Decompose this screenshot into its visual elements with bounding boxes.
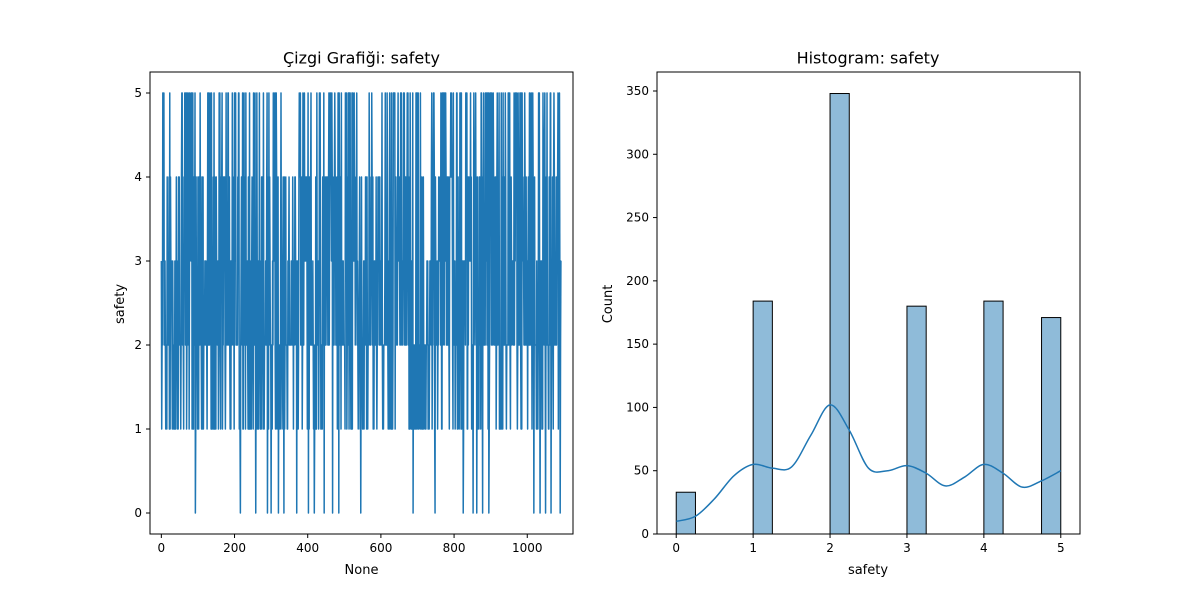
histogram-ytick-label-5: 250	[626, 211, 649, 225]
histogram-ytick-label-2: 100	[626, 400, 649, 414]
histogram-xtick-label-4: 4	[980, 541, 988, 555]
histogram-ytick-label-1: 50	[634, 464, 649, 478]
line-chart-ytick-label-0: 0	[134, 506, 142, 520]
histogram-xtick-label-0: 0	[672, 541, 680, 555]
histogram-xtick-label-1: 1	[749, 541, 757, 555]
histogram-bar-2	[829, 93, 850, 535]
histogram-bar-1	[752, 300, 773, 535]
histogram-kde-curve	[676, 404, 1062, 523]
histogram-ytick-label-4: 200	[626, 274, 649, 288]
histogram-xlabel: safety	[848, 563, 888, 578]
line-chart-xtick-label-2: 400	[296, 541, 319, 555]
histogram-frame	[656, 71, 1081, 535]
line-chart-ylabel: safety	[113, 284, 128, 324]
histogram-title: Histogram: safety	[797, 49, 940, 68]
histogram-bar-4	[983, 300, 1004, 535]
histogram-bar-3	[906, 305, 927, 535]
line-chart-xtick-label-4: 800	[443, 541, 466, 555]
histogram-ytick-label-7: 350	[626, 84, 649, 98]
line-chart-frame	[149, 71, 574, 535]
line-chart-ytick-label-4: 4	[134, 170, 142, 184]
line-series-safety	[160, 92, 562, 514]
histogram-chart: Histogram: safety 0 1 2 3 4 50501001502002503…	[601, 49, 1081, 578]
line-chart-title: Çizgi Grafiği: safety	[283, 49, 440, 68]
line-chart-xtick-label-0: 0	[158, 541, 166, 555]
line-chart-xtick-label-3: 600	[369, 541, 392, 555]
line-chart-ytick-label-3: 3	[134, 254, 142, 268]
line-chart-xtick-label-1: 200	[223, 541, 246, 555]
histogram-xtick-label-3: 3	[903, 541, 911, 555]
histogram-ytick-label-6: 300	[626, 147, 649, 161]
line-chart-ytick-label-5: 5	[134, 86, 142, 100]
line-chart-ytick-label-2: 2	[134, 338, 142, 352]
line-plot-area: 0 200 400 600 800 1000 0 1 2 3 4 5	[134, 71, 574, 555]
histogram-ylabel: Count	[601, 285, 616, 324]
histogram-xtick-label-2: 2	[826, 541, 834, 555]
line-chart-xlabel: None	[345, 563, 379, 578]
histogram-ytick-label-3: 150	[626, 337, 649, 351]
line-chart-xtick-label-5: 1000	[512, 541, 543, 555]
histogram-xtick-label-5: 5	[1057, 541, 1065, 555]
line-chart: Çizgi Grafiği: safety 0 200 400 600 800 10000…	[113, 49, 574, 578]
line-chart-ytick-label-1: 1	[134, 422, 142, 436]
histogram-bar-5	[1041, 317, 1062, 535]
histogram-ytick-label-0: 0	[641, 527, 649, 541]
histogram-bar-0	[675, 491, 696, 535]
